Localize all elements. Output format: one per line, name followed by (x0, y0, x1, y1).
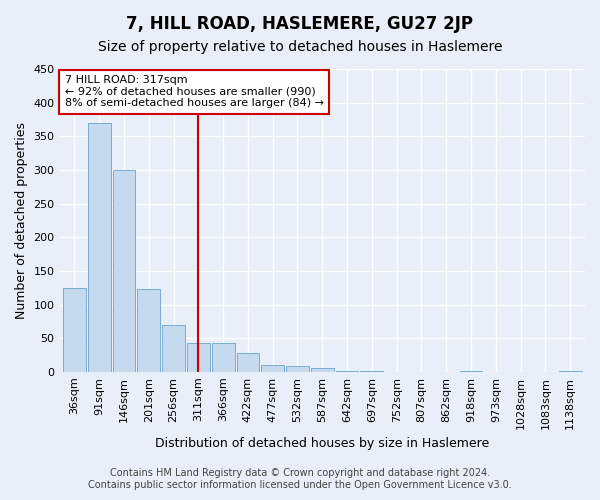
Bar (212, 343, 235, 372)
Bar (335, 371, 358, 372)
Text: 7, HILL ROAD, HASLEMERE, GU27 2JP: 7, HILL ROAD, HASLEMERE, GU27 2JP (127, 15, 473, 33)
Bar (162, 324, 185, 372)
Bar (311, 368, 334, 372)
Bar (63, 288, 86, 372)
Bar (88, 123, 110, 372)
Bar (559, 371, 581, 372)
Text: Contains HM Land Registry data © Crown copyright and database right 2024.
Contai: Contains HM Land Registry data © Crown c… (88, 468, 512, 490)
Bar (361, 371, 383, 372)
Text: 7 HILL ROAD: 317sqm
← 92% of detached houses are smaller (990)
8% of semi-detach: 7 HILL ROAD: 317sqm ← 92% of detached ho… (65, 75, 324, 108)
Bar (187, 343, 210, 372)
Bar (261, 365, 284, 372)
Bar (113, 170, 136, 372)
X-axis label: Distribution of detached houses by size in Haslemere: Distribution of detached houses by size … (155, 437, 490, 450)
Y-axis label: Number of detached properties: Number of detached properties (15, 122, 28, 319)
Bar (236, 353, 259, 372)
Bar (137, 289, 160, 372)
Bar (460, 371, 482, 372)
Bar (286, 366, 309, 372)
Text: Size of property relative to detached houses in Haslemere: Size of property relative to detached ho… (98, 40, 502, 54)
